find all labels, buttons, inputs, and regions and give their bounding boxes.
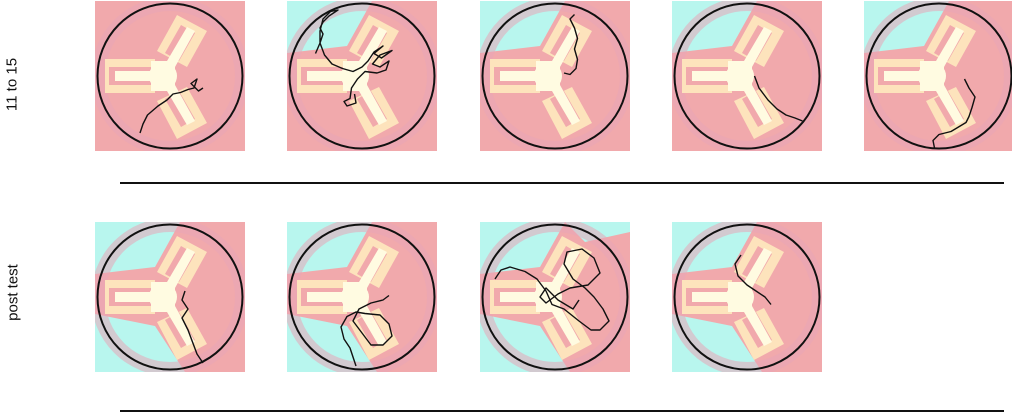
arena-background: [672, 1, 822, 151]
arena-panel-row1-1: [95, 1, 245, 151]
arena-figure: [480, 222, 630, 372]
trajectory-path: [753, 75, 803, 122]
arena-background: [95, 222, 245, 372]
arena-background: [480, 1, 630, 151]
arena-figure: [864, 1, 1012, 151]
row-label-11-to-15: 11 to 15: [3, 57, 21, 112]
arena-figure: [480, 1, 630, 151]
trajectory-path: [314, 9, 393, 107]
arena-background: [287, 1, 437, 151]
trajectory-path: [494, 248, 610, 331]
arena-border: [96, 2, 244, 150]
arena-panel-row1-4: [672, 1, 822, 151]
trajectory-path: [734, 254, 772, 305]
trajectory-path: [563, 14, 579, 76]
arena-figure: [672, 1, 822, 151]
trajectory-path: [139, 78, 204, 134]
arena-panel-row2-2: [287, 222, 437, 372]
arena-figure: [95, 1, 245, 151]
arena-panel-row1-3: [480, 1, 630, 151]
arena-panel-row2-4: [672, 222, 822, 372]
arena-border: [673, 223, 821, 371]
row-label-post-test: post test: [4, 264, 22, 321]
arena-background: [95, 1, 245, 151]
arena-panel-row2-1: [95, 222, 245, 372]
arena-border: [96, 223, 244, 371]
arena-border: [288, 2, 436, 150]
trajectory-path: [181, 290, 204, 364]
arena-panel-row1-5: [864, 1, 1012, 151]
arena-border: [288, 223, 436, 371]
trajectory-path: [932, 78, 976, 149]
arena-background: [672, 222, 822, 372]
divider-row-2: [120, 410, 1004, 412]
arena-border: [481, 223, 629, 371]
arena-background: [287, 222, 437, 372]
arena-border: [481, 2, 629, 150]
arena-figure: [95, 222, 245, 372]
arena-figure: [287, 1, 437, 151]
arena-background: [864, 1, 1012, 151]
arena-figure: [287, 222, 437, 372]
arena-figure: [672, 222, 822, 372]
divider-row-1: [120, 182, 1004, 184]
arena-panel-row2-3: [480, 222, 630, 372]
arena-panel-row1-2: [287, 1, 437, 151]
arena-border: [673, 2, 821, 150]
trajectory-path: [340, 294, 393, 367]
